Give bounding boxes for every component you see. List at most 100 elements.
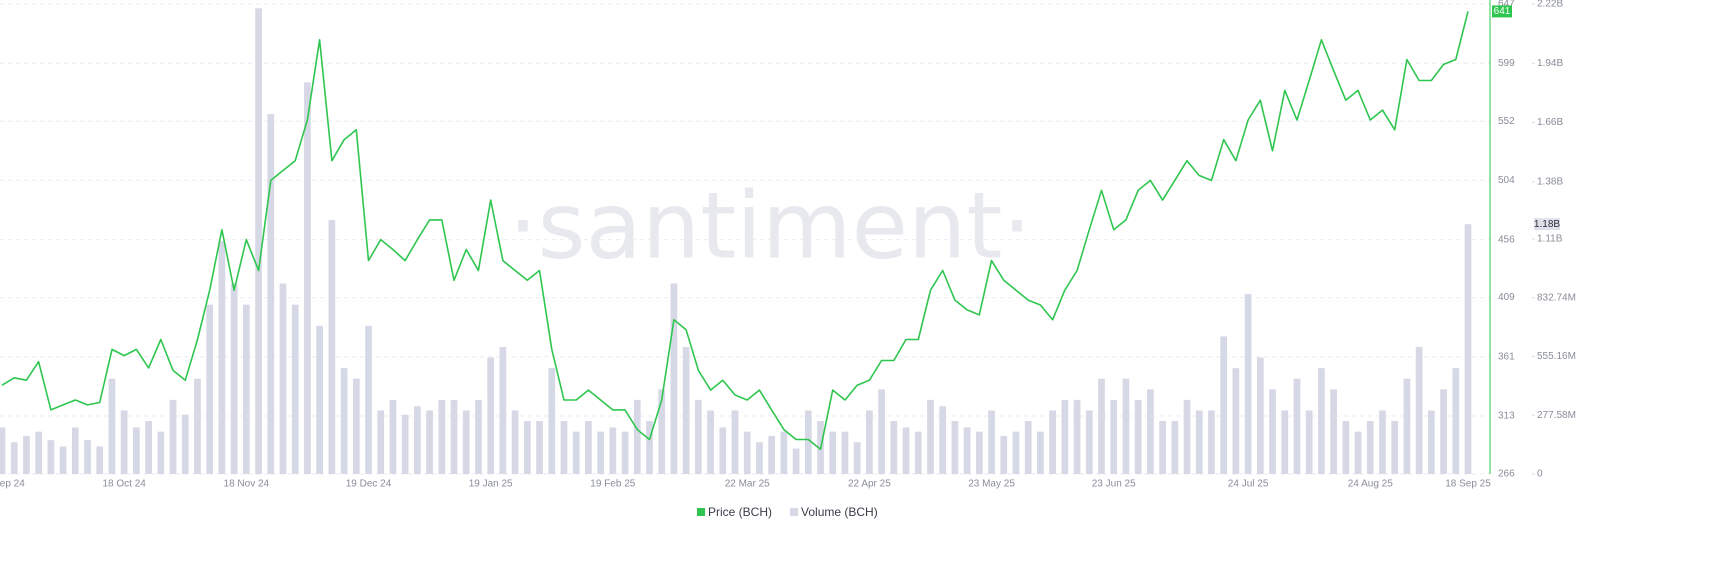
volume-bar [1073,399,1081,474]
volume-bar [731,410,739,474]
volume-bar [462,410,470,474]
volume-bar [1427,410,1435,474]
volume-bar [96,446,104,474]
volume-bar [804,410,812,474]
x-tick-label: 24 Aug 25 [1348,479,1393,490]
volume-bar [1159,421,1166,474]
volume-bar [878,389,885,474]
volume-bar [1342,421,1350,474]
volume-bar [597,431,604,474]
volume-bar [988,410,995,474]
volume-bar [829,431,837,474]
y-tick-label: 504 [1498,175,1515,186]
volume-bar [682,346,690,474]
volume-bar [1318,368,1325,474]
volume-bar [1098,378,1105,474]
volume-bar [365,325,372,474]
volume-bar [768,435,776,474]
volume-badge-label: 1.18B [1534,219,1560,230]
volume-bar [1256,357,1264,474]
volume-bar [279,283,287,474]
volume-bar [963,427,971,474]
volume-bar [707,410,714,474]
volume-bar [401,414,409,474]
volume-bar [133,427,140,474]
x-tick-label: 19 Dec 24 [346,479,392,490]
volume-bar [572,431,580,474]
watermark: ·santiment· [508,172,1031,279]
volume-bar [1024,421,1032,474]
volume-bar [242,304,250,474]
volume-bar [585,421,592,474]
volume-bar [511,410,519,474]
volume-badge [1534,218,1560,231]
y2-tick-label: 1.38B [1537,176,1563,187]
volume-bar [609,427,617,474]
volume-bar [0,427,6,474]
y-tick-label: 361 [1498,351,1515,362]
y2-tick-label: 1.66B [1537,117,1563,128]
volume-bar [927,399,934,474]
volume-bar [450,399,458,474]
volume-bar [206,304,214,474]
x-tick-label: 23 Jun 25 [1092,479,1136,490]
volume-bar [352,378,360,474]
volume-bar [1049,410,1056,474]
volume-bar [1232,368,1240,474]
volume-bar [1281,410,1289,474]
price-badge [1492,5,1512,18]
x-tick-label: 19 Feb 25 [590,479,635,490]
volume-bar [475,399,482,474]
volume-bar [145,421,152,474]
y-tick-label: 647 [1498,0,1515,10]
volume-bar [670,283,678,474]
volume-bar [1305,410,1313,474]
volume-bar [743,431,751,474]
price-badge-label: 641 [1494,6,1511,17]
volume-bar [1391,421,1399,474]
legend-label: Volume (BCH) [801,505,878,519]
volume-bar [1220,336,1228,474]
volume-bar [523,421,531,474]
volume-bar [1134,399,1142,474]
volume-bar [780,431,788,474]
volume-bar [1012,431,1020,474]
volume-bar [1269,389,1276,474]
volume-bar [633,399,641,474]
price-line [1,11,1469,451]
x-tick-label: 22 Apr 25 [848,479,891,490]
x-tick-label: 24 Jul 25 [1228,479,1269,490]
y-tick-label: 266 [1498,469,1515,480]
volume-bar [536,421,543,474]
volume-bar [108,378,116,474]
y2-tick-label: 0 [1537,469,1543,480]
volume-bar [621,431,629,474]
volume-bar [1147,389,1154,474]
volume-bar [255,8,262,475]
volume-bar [1244,294,1252,474]
volume-bar [658,389,666,474]
volume-bar [1452,368,1460,474]
volume-bar [1208,410,1215,474]
volume-bar [23,435,30,474]
legend-swatch [790,508,799,516]
x-tick-label: 22 Mar 25 [725,479,770,490]
volume-bar [1085,410,1093,474]
volume-bar [890,421,898,474]
volume-bar [438,399,446,474]
volume-bar [181,414,189,474]
volume-bar [291,304,299,474]
y-tick-label: 552 [1498,116,1515,127]
volume-bar [340,368,348,474]
volume-bar [1440,389,1447,474]
volume-bar [853,442,861,474]
legend-label: Price (BCH) [708,505,772,519]
volume-bar [1403,378,1411,474]
volume-bar [47,440,55,474]
volume-bar [1330,389,1337,474]
volume-bar [499,346,507,474]
y2-tick-label: 1.11B [1537,234,1563,245]
x-tick-label: 17 Sep 24 [0,479,25,490]
volume-bar [866,410,873,474]
